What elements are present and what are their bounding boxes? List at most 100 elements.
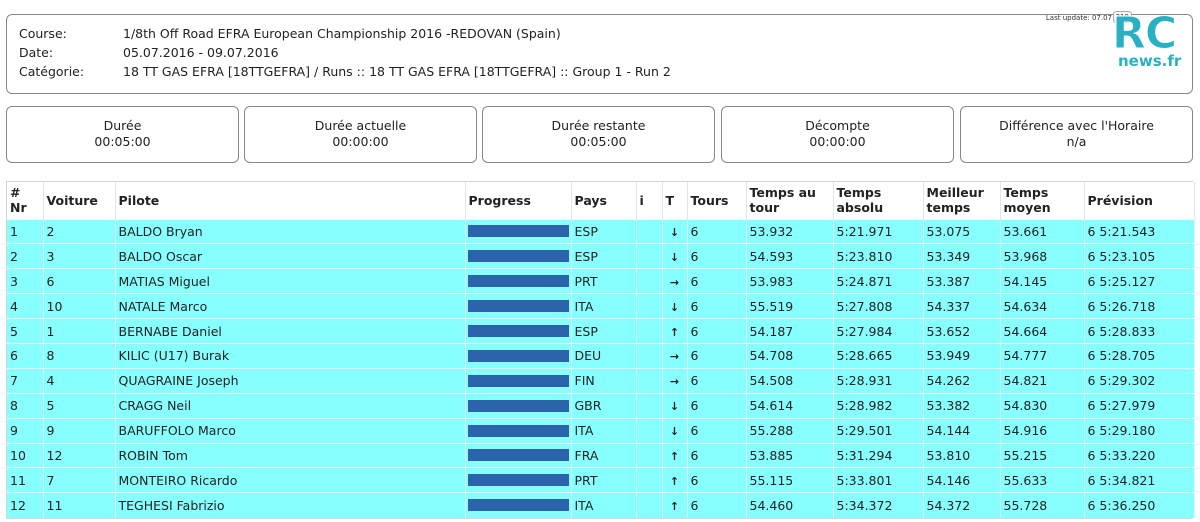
cell-pays: ITA bbox=[571, 417, 637, 444]
cell-trend: ↓ bbox=[662, 417, 688, 444]
arrow-down-icon: ↓ bbox=[669, 425, 680, 439]
cell-voiture: 8 bbox=[43, 342, 116, 369]
table-row[interactable]: 11 7 MONTEIRO Ricardo PRT ↑ 6 55.115 5:33.801 54… bbox=[7, 467, 1195, 493]
col-header-progress[interactable]: Progress bbox=[465, 182, 572, 219]
cell-progress bbox=[465, 417, 572, 444]
col-header-tours[interactable]: Tours bbox=[687, 182, 747, 219]
table-row[interactable]: 7 4 QUAGRAINE Joseph FIN → 6 54.508 5:28.931 54.… bbox=[7, 367, 1195, 394]
cell-meilleur-temps: 54.262 bbox=[923, 367, 1001, 394]
cell-temps-absolu: 5:31.294 bbox=[833, 442, 924, 468]
cell-nr: 10 bbox=[7, 442, 44, 468]
cell-tours: 6 bbox=[687, 367, 747, 394]
table-row[interactable]: 10 12 ROBIN Tom FRA ↑ 6 53.885 5:31.294 53.810 55… bbox=[7, 442, 1195, 468]
progress-bar bbox=[467, 275, 569, 288]
col-header-temps-absolu[interactable]: Temps absolu bbox=[833, 182, 924, 219]
progress-bar bbox=[467, 250, 569, 263]
cell-pilote: MATIAS Miguel bbox=[115, 268, 466, 294]
arrow-down-icon: ↓ bbox=[669, 400, 680, 414]
date-label: Date: bbox=[19, 45, 54, 60]
cell-temps-moyen: 55.633 bbox=[1000, 467, 1085, 493]
cell-prevision: 6 5:28.705 bbox=[1084, 342, 1195, 369]
cell-pilote: ROBIN Tom bbox=[115, 442, 466, 468]
cell-progress bbox=[465, 243, 572, 269]
arrow-right-icon: → bbox=[669, 275, 680, 289]
cell-pilote: CRAGG Neil bbox=[115, 392, 466, 419]
progress-bar bbox=[467, 424, 569, 437]
progress-bar bbox=[467, 300, 569, 313]
cell-temps-moyen: 53.968 bbox=[1000, 243, 1085, 269]
col-header-prevision[interactable]: Prévision bbox=[1084, 182, 1195, 219]
last-update-text: Last update: 07.07 bbox=[1045, 14, 1112, 22]
results-body: 1 2 BALDO Bryan ESP ↓ 6 53.932 5:21.971 53.075 53… bbox=[7, 218, 1195, 518]
cell-info bbox=[636, 268, 663, 294]
col-header-meilleur[interactable]: Meilleur temps bbox=[923, 182, 1001, 219]
table-row[interactable]: 12 11 TEGHESI Fabrizio ITA ↑ 6 54.460 5:34.372 5… bbox=[7, 492, 1195, 518]
cell-pays: ITA bbox=[571, 492, 637, 518]
col-header-trend[interactable]: T bbox=[662, 182, 688, 219]
table-row[interactable]: 2 3 BALDO Oscar ESP ↓ 6 54.593 5:23.810 53.349 53… bbox=[7, 243, 1195, 269]
col-header-line: Temps au bbox=[749, 185, 816, 201]
cell-temps-absolu: 5:28.665 bbox=[833, 342, 924, 369]
table-row[interactable]: 9 9 BARUFFOLO Marco ITA ↓ 6 55.288 5:29.501 54.1… bbox=[7, 417, 1195, 444]
col-header-pilote[interactable]: Pilote bbox=[115, 182, 466, 219]
category-row: Catégorie: 18 TT GAS EFRA [18TTGEFRA] / R… bbox=[19, 63, 671, 81]
col-header-line: temps bbox=[926, 200, 971, 216]
col-header-line: Temps bbox=[1003, 185, 1049, 201]
col-header-pays[interactable]: Pays bbox=[571, 182, 637, 219]
cell-prevision: 6 5:23.105 bbox=[1084, 243, 1195, 269]
stat-value: 00:05:00 bbox=[94, 134, 151, 149]
cell-pilote: QUAGRAINE Joseph bbox=[115, 367, 466, 394]
cell-prevision: 6 5:29.180 bbox=[1084, 417, 1195, 444]
col-header-line: tour bbox=[749, 200, 780, 216]
table-row[interactable]: 8 5 CRAGG Neil GBR ↓ 6 54.614 5:28.982 53.382 54.… bbox=[7, 392, 1195, 419]
cell-pilote: TEGHESI Fabrizio bbox=[115, 492, 466, 518]
table-row[interactable]: 5 1 BERNABE Daniel ESP ↑ 6 54.187 5:27.984 53.65… bbox=[7, 318, 1195, 344]
cell-tours: 6 bbox=[687, 243, 747, 269]
table-row[interactable]: 1 2 BALDO Bryan ESP ↓ 6 53.932 5:21.971 53.075 53… bbox=[7, 218, 1195, 244]
course-value: 1/8th Off Road EFRA European Championshi… bbox=[123, 26, 561, 41]
cell-progress bbox=[465, 268, 572, 294]
cell-voiture: 6 bbox=[43, 268, 116, 294]
table-row[interactable]: 6 8 KILIC (U17) Burak DEU → 6 54.708 5:28.665 53… bbox=[7, 342, 1195, 369]
cell-nr: 3 bbox=[7, 268, 44, 294]
category-label: Catégorie: bbox=[19, 64, 85, 79]
cell-progress bbox=[465, 367, 572, 394]
cell-temps-moyen: 54.821 bbox=[1000, 367, 1085, 394]
cell-temps-tour: 55.519 bbox=[746, 293, 834, 319]
results-table: # Nr Voiture Pilote Progress Pays i T To… bbox=[7, 182, 1195, 518]
col-header-temps-tour[interactable]: Temps au tour bbox=[746, 182, 834, 219]
cell-temps-tour: 53.885 bbox=[746, 442, 834, 468]
arrow-down-icon: ↓ bbox=[669, 225, 680, 239]
col-header-line: absolu bbox=[836, 200, 884, 216]
table-row[interactable]: 4 10 NATALE Marco ITA ↓ 6 55.519 5:27.808 54.337… bbox=[7, 293, 1195, 319]
col-header-voiture[interactable]: Voiture bbox=[43, 182, 116, 219]
cell-temps-tour: 55.115 bbox=[746, 467, 834, 493]
cell-temps-tour: 53.983 bbox=[746, 268, 834, 294]
cell-meilleur-temps: 53.810 bbox=[923, 442, 1001, 468]
stat-label: Durée restante bbox=[551, 118, 646, 133]
cell-pays: GBR bbox=[571, 392, 637, 419]
col-header-moyen[interactable]: Temps moyen bbox=[1000, 182, 1085, 219]
cell-info bbox=[636, 218, 663, 244]
cell-temps-absolu: 5:27.808 bbox=[833, 293, 924, 319]
cell-trend: ↑ bbox=[662, 492, 688, 518]
cell-temps-moyen: 54.664 bbox=[1000, 318, 1085, 344]
col-header-nr[interactable]: # Nr bbox=[7, 182, 44, 219]
rcnews-logo[interactable]: RC news.fr bbox=[1111, 8, 1188, 72]
stat-box-duree-actuelle: Durée actuelle 00:00:00 bbox=[244, 106, 477, 163]
cell-voiture: 9 bbox=[43, 417, 116, 444]
cell-info bbox=[636, 243, 663, 269]
progress-bar bbox=[467, 349, 569, 362]
cell-info bbox=[636, 442, 663, 468]
cell-voiture: 2 bbox=[43, 218, 116, 244]
col-header-info[interactable]: i bbox=[636, 182, 663, 219]
cell-temps-absolu: 5:34.372 bbox=[833, 492, 924, 518]
cell-temps-absolu: 5:23.810 bbox=[833, 243, 924, 269]
table-row[interactable]: 3 6 MATIAS Miguel PRT → 6 53.983 5:24.871 53.387… bbox=[7, 268, 1195, 294]
cell-temps-tour: 54.460 bbox=[746, 492, 834, 518]
progress-bar bbox=[467, 474, 569, 487]
logo-rc-text: RC bbox=[1111, 8, 1177, 60]
cell-nr: 5 bbox=[7, 318, 44, 344]
col-header-line: moyen bbox=[1003, 200, 1051, 216]
progress-bar bbox=[467, 225, 569, 238]
